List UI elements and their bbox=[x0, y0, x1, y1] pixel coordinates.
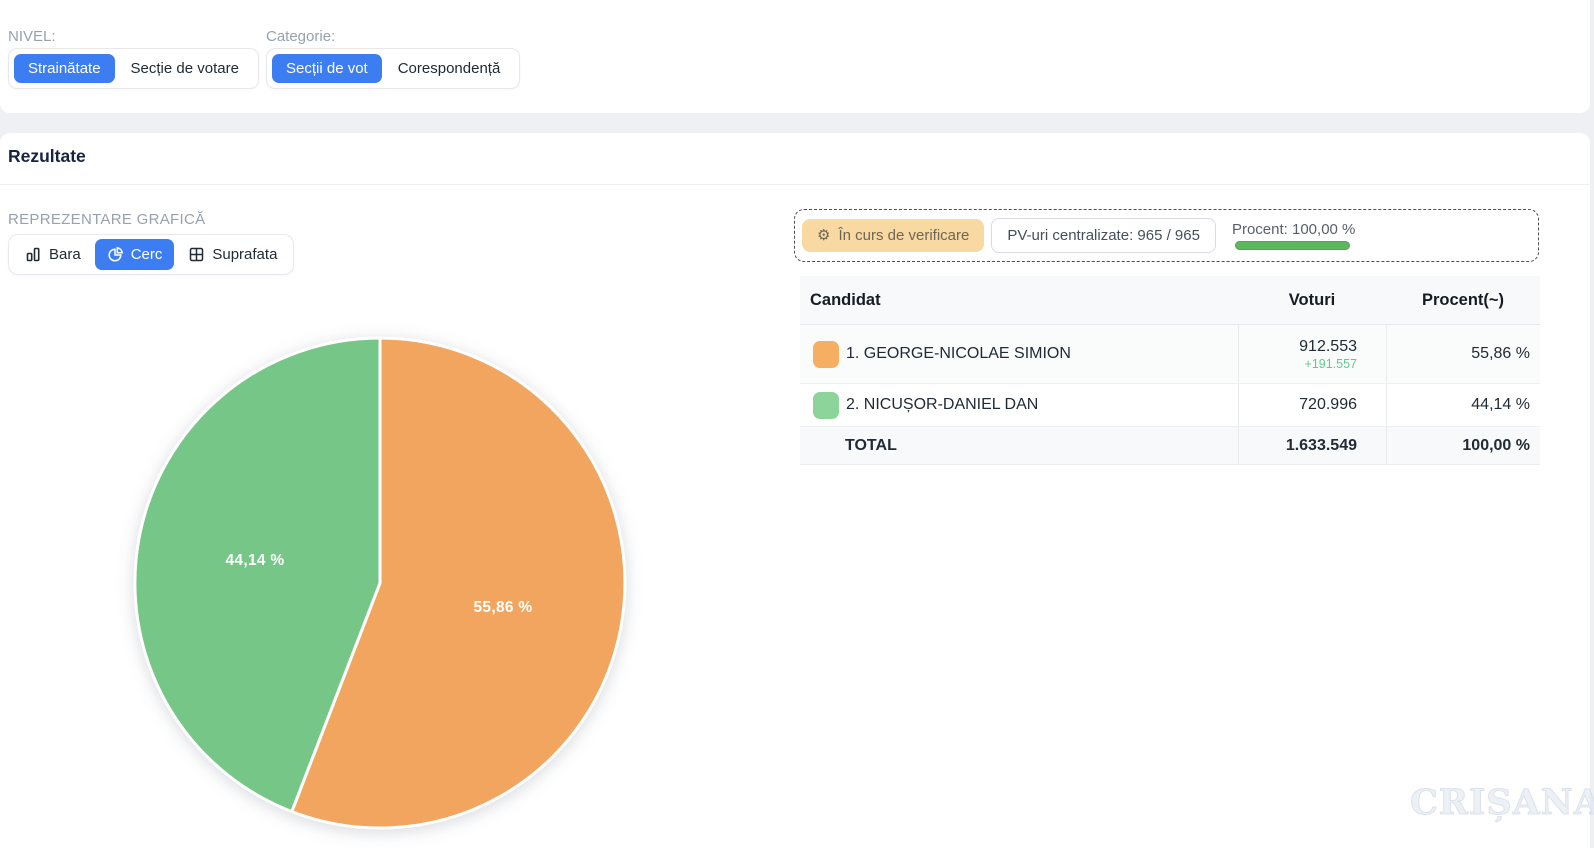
pie-slice-simion[interactable] bbox=[290, 336, 627, 830]
votes-value: 912.553 bbox=[1299, 337, 1357, 355]
percent-value: 55,86 % bbox=[1471, 345, 1530, 362]
divider bbox=[0, 184, 1590, 185]
filters-card: NIVEL: Strainătate Secție de votare Cate… bbox=[0, 0, 1590, 113]
categorie-segmented-control: Secții de vot Corespondență bbox=[266, 48, 521, 89]
graphic-representation-label: REPREZENTARE GRAFICĂ bbox=[8, 211, 206, 228]
chart-type-bar-button[interactable]: Bara bbox=[13, 239, 93, 270]
chart-type-segmented-control: Bara Cerc Suprafata bbox=[8, 234, 295, 275]
table-total-row: TOTAL 1.633.549 100,00 % bbox=[800, 427, 1540, 465]
candidate-color-swatch bbox=[813, 391, 839, 419]
verification-status-label: În curs de verificare bbox=[838, 227, 970, 244]
chart-type-area-button[interactable]: Suprafata bbox=[176, 239, 289, 270]
chart-type-pie-label: Cerc bbox=[130, 246, 163, 263]
pie-chart: 44,14 % 55,86 % bbox=[125, 328, 635, 838]
categorie-label: Categorie: bbox=[266, 28, 336, 45]
pie-label-dan: 44,14 % bbox=[226, 552, 285, 569]
candidate-name: 2. NICUȘOR-DANIEL DAN bbox=[846, 396, 1039, 413]
total-percent: 100,00 % bbox=[1462, 436, 1530, 454]
gear-icon: ⚙ bbox=[817, 227, 831, 244]
categorie-option-sectii-de-vot[interactable]: Secții de vot bbox=[272, 54, 382, 83]
nivel-option-sectie-de-votare[interactable]: Secție de votare bbox=[117, 54, 253, 83]
votes-value: 720.996 bbox=[1299, 396, 1357, 413]
procent-label: Procent: 100,00 % bbox=[1231, 221, 1356, 238]
candidate-color-swatch bbox=[813, 340, 839, 368]
column-header-candidat: Candidat bbox=[810, 290, 881, 309]
nivel-label: NIVEL: bbox=[8, 28, 56, 45]
total-votes: 1.633.549 bbox=[1285, 436, 1357, 454]
results-title: Rezultate bbox=[8, 146, 86, 166]
results-table: Candidat Voturi Procent(~) 1. GEORGE-NIC… bbox=[800, 276, 1540, 465]
chart-type-area-label: Suprafata bbox=[212, 246, 278, 263]
votes-delta: +191.557 bbox=[1304, 356, 1357, 371]
column-header-procent: Procent(~) bbox=[1421, 290, 1505, 309]
nivel-segmented-control: Strainătate Secție de votare bbox=[8, 48, 259, 89]
column-header-voturi: Voturi bbox=[1288, 290, 1336, 309]
nivel-option-strainatate[interactable]: Strainătate bbox=[14, 54, 115, 83]
total-label: TOTAL bbox=[845, 436, 897, 454]
candidate-name: 1. GEORGE-NICOLAE SIMION bbox=[846, 345, 1071, 362]
table-row: 2. NICUȘOR-DANIEL DAN 720.996 44,14 % bbox=[800, 384, 1540, 427]
pie-label-simion: 55,86 % bbox=[474, 599, 533, 616]
table-row: 1. GEORGE-NICOLAE SIMION 912.553 +191.55… bbox=[800, 325, 1540, 384]
bar-chart-icon bbox=[25, 246, 42, 263]
centralization-status-box: ⚙ În curs de verificare PV-uri centraliz… bbox=[794, 209, 1539, 262]
progress-bar bbox=[1234, 241, 1350, 250]
verification-status-badge: ⚙ În curs de verificare bbox=[802, 219, 985, 252]
grid-icon bbox=[188, 246, 205, 263]
categorie-option-corespondenta[interactable]: Corespondență bbox=[384, 54, 515, 83]
pie-slice-dan[interactable] bbox=[133, 336, 382, 814]
results-card: Rezultate REPREZENTARE GRAFICĂ Bara Cerc bbox=[0, 133, 1590, 848]
procent-block: Procent: 100,00 % bbox=[1232, 221, 1355, 250]
chart-type-pie-button[interactable]: Cerc bbox=[94, 239, 175, 270]
percent-value: 44,14 % bbox=[1471, 396, 1530, 413]
chart-type-bar-label: Bara bbox=[49, 246, 81, 263]
table-header-row: Candidat Voturi Procent(~) bbox=[800, 276, 1540, 325]
pv-centralized-counter: PV-uri centralizate: 965 / 965 bbox=[991, 218, 1216, 253]
pie-chart-icon bbox=[107, 246, 124, 263]
